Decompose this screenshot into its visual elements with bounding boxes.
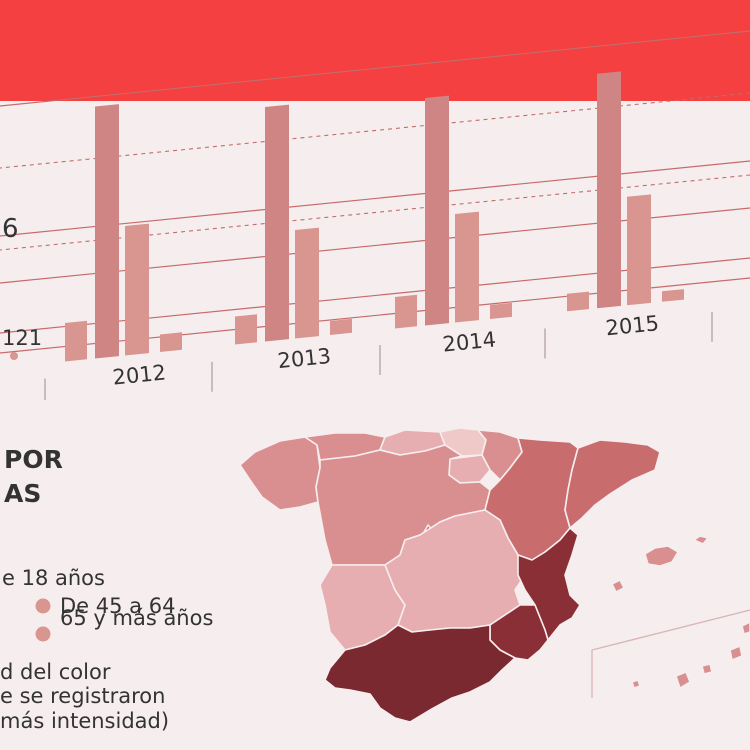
legend-swatch-45-64	[35, 598, 51, 614]
x-axis-label-2014: 2014	[442, 327, 498, 356]
region-galicia	[239, 436, 321, 511]
bar-2014-3	[455, 211, 479, 323]
region-ibiza	[611, 579, 625, 593]
note-line-2: e se registraron	[0, 684, 165, 708]
bar-2015-3	[627, 194, 651, 306]
x-axis-label-2015: 2015	[605, 311, 661, 340]
region-canary-3	[675, 671, 691, 689]
bar-2015-4	[662, 289, 684, 302]
bar-2013-2	[265, 104, 289, 342]
bar-2014-4	[490, 302, 512, 319]
region-catalonia	[564, 439, 661, 529]
map-title-line-2: AS	[4, 479, 41, 508]
region-canary-2	[729, 645, 743, 661]
map-title-line-1: POR	[4, 445, 63, 474]
value-label-121: 121	[2, 326, 42, 350]
spain-map	[239, 427, 750, 723]
bar-2013-1	[235, 314, 257, 345]
bar-2012-1	[65, 320, 87, 362]
region-mallorca	[644, 545, 679, 567]
bar-2012-2	[95, 104, 119, 359]
region-andalusia	[324, 624, 516, 723]
bar-2014-1	[395, 294, 417, 329]
region-canary-5	[631, 679, 641, 689]
x-axis-label-2013: 2013	[277, 344, 333, 373]
bar-2013-4	[330, 318, 352, 335]
value-label-6: 6	[2, 214, 19, 244]
canary-inset-frame	[591, 609, 750, 698]
region-valencia	[517, 527, 581, 641]
legend-item-65-plus: 65 y más años	[60, 606, 213, 630]
header-bar	[0, 0, 750, 101]
value-marker-121	[10, 352, 18, 360]
region-canary-4	[701, 663, 713, 675]
bar-2015-2	[597, 71, 621, 309]
bar-2012-3	[125, 223, 149, 356]
bar-2012-4	[160, 332, 182, 352]
region-canary-1	[741, 621, 750, 635]
bar-2015-1	[567, 291, 589, 312]
bar-2013-3	[295, 227, 319, 339]
region-menorca	[693, 535, 709, 545]
trend-line-upper	[0, 30, 750, 107]
bar-2014-2	[425, 95, 449, 326]
legend-swatch-65-plus	[35, 626, 51, 642]
note-line-1: d del color	[0, 660, 111, 684]
note-line-3: más intensidad)	[0, 709, 169, 733]
x-axis-label-2012: 2012	[112, 360, 168, 389]
legend-item-45-64: De 45 a 64	[60, 594, 175, 618]
legend-item-under-18: e 18 años	[2, 566, 105, 590]
bar-chart: 2012 2013 2014 2015 6 121	[0, 30, 750, 400]
